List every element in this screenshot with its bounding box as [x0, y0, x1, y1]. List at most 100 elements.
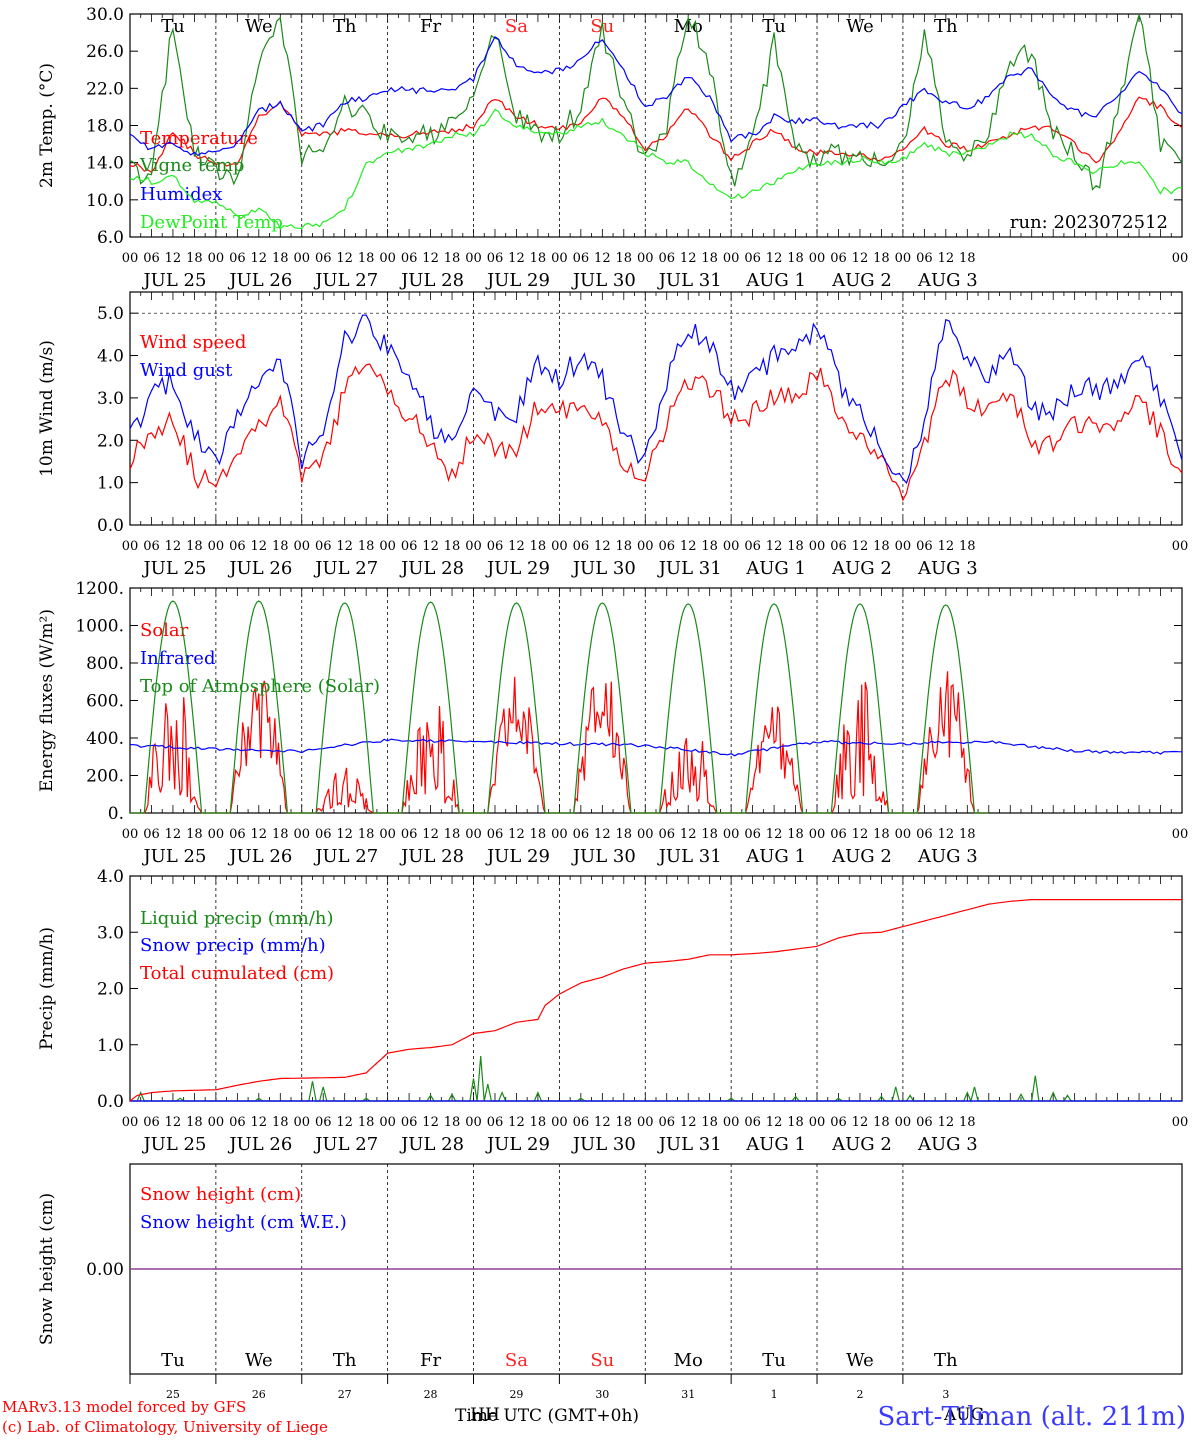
wind-hour-label: 00 [293, 539, 310, 554]
wind-ytick-label: 5.0 [97, 304, 124, 324]
precip-ytick-label: 1.0 [97, 1036, 124, 1056]
temp-hour-label: 18 [272, 251, 289, 266]
energy-hour-label: 06 [916, 827, 933, 842]
energy-series-0 [130, 671, 989, 814]
energy-hour-label: 06 [658, 827, 675, 842]
time-label-overlap: HH [470, 1405, 500, 1425]
wind-ytick-label: 3.0 [97, 389, 124, 409]
wind-hour-label: 00 [379, 539, 396, 554]
energy-hour-label: 00 [293, 827, 310, 842]
temp-date-label: JUL 26 [227, 270, 292, 291]
wind-hour-label: 06 [830, 539, 847, 554]
energy-hour-label: 12 [508, 827, 525, 842]
energy-ytick-label: 1200. [75, 579, 124, 599]
temp-day-label: Tu [161, 16, 185, 37]
energy-legend-1: Infrared [140, 648, 215, 669]
energy-legend-0: Solar [140, 620, 189, 641]
wind-hour-label: 00 [551, 539, 568, 554]
temp-series-1 [129, 12, 1183, 191]
temp-hour-label: 06 [315, 251, 332, 266]
temp-ytick-label: 22.0 [86, 79, 124, 99]
energy-date-label: AUG 3 [917, 846, 978, 867]
temp-series-3 [129, 108, 1182, 230]
temp-date-label: JUL 25 [141, 270, 206, 291]
wind-hour-label: 12 [766, 539, 783, 554]
station-label: Sart-Tilman (alt. 211m) [877, 1402, 1186, 1432]
energy-hour-label: 00 [895, 827, 912, 842]
energy-hour-label: 12 [680, 827, 697, 842]
temp-hour-label: 00 [809, 251, 826, 266]
energy-series-2 [130, 600, 989, 814]
energy-hour-label: 00 [723, 827, 740, 842]
temp-hour-label: 00 [379, 251, 396, 266]
temp-hour-label: 18 [444, 251, 461, 266]
energy-date-label: AUG 1 [745, 846, 806, 867]
temp-hour-label: 00 [293, 251, 310, 266]
energy-hour-label: 00 [379, 827, 396, 842]
temp-hour-label: 00 [723, 251, 740, 266]
energy-hour-label: 12 [336, 827, 353, 842]
precip-date-label: AUG 3 [917, 1134, 978, 1155]
temp-day-label: Fr [420, 16, 441, 37]
energy-hour-label: 18 [272, 827, 289, 842]
temp-hour-label: 12 [852, 251, 869, 266]
energy-ytick-label: 600. [86, 692, 124, 712]
precip-date-label: JUL 31 [657, 1134, 722, 1155]
lab-credit: (c) Lab. of Climatology, University of L… [2, 1418, 328, 1436]
energy-hour-label: 06 [229, 827, 246, 842]
precip-hour-label: 00 [551, 1115, 568, 1130]
precip-date-label: AUG 1 [745, 1134, 806, 1155]
temp-ylabel: 2m Temp. (°C) [37, 63, 57, 188]
wind-legend-1: Wind gust [140, 360, 233, 381]
temp-date-label: JUL 27 [313, 270, 378, 291]
precip-hour-label: 18 [873, 1115, 890, 1130]
precip-hour-label: 00 [723, 1115, 740, 1130]
temp-hour-label: 00 [208, 251, 225, 266]
energy-date-label: JUL 29 [485, 846, 550, 867]
temp-hour-label: 18 [616, 251, 633, 266]
energy-hour-label: 18 [701, 827, 718, 842]
temp-ytick-label: 30.0 [86, 5, 124, 25]
wind-hour-label: 12 [594, 539, 611, 554]
precip-hour-label: 18 [358, 1115, 375, 1130]
temp-hour-label: 12 [422, 251, 439, 266]
precip-hour-label: 06 [830, 1115, 847, 1130]
snow-day-number: 30 [595, 1388, 609, 1401]
precip-hour-label: 18 [787, 1115, 804, 1130]
temp-hour-label: 00 [895, 251, 912, 266]
wind-hour-label: 18 [272, 539, 289, 554]
energy-hour-label: 06 [830, 827, 847, 842]
temp-hour-label: 12 [165, 251, 182, 266]
temp-series-2 [129, 36, 1183, 157]
temp-hour-label: 12 [336, 251, 353, 266]
temp-day-label: We [245, 16, 273, 37]
precip-hour-label: 18 [186, 1115, 203, 1130]
snow-day-number: 26 [252, 1388, 266, 1401]
precip-hour-label: 18 [444, 1115, 461, 1130]
wind-hour-label: 18 [186, 539, 203, 554]
wind-hour-label: 12 [251, 539, 268, 554]
energy-hour-label: 06 [401, 827, 418, 842]
temp-hour-label: 12 [680, 251, 697, 266]
temp-day-label: Th [333, 16, 357, 37]
wind-hour-label: 00 [723, 539, 740, 554]
wind-series-0 [129, 363, 1183, 502]
wind-hour-label: 00 [208, 539, 225, 554]
energy-date-label: AUG 2 [831, 846, 892, 867]
energy-hour-label: 18 [358, 827, 375, 842]
wind-date-label: JUL 26 [227, 558, 292, 579]
wind-hour-label: 12 [165, 539, 182, 554]
precip-ytick-label: 4.0 [97, 867, 124, 887]
snow-day-number: 28 [424, 1388, 438, 1401]
snow-ylabel: Snow height (cm) [37, 1193, 57, 1345]
temp-hour-label: 18 [959, 251, 976, 266]
energy-ytick-label: 200. [86, 767, 124, 787]
precip-legend-2: Total cumulated (cm) [140, 963, 334, 984]
wind-hour-label: 12 [680, 539, 697, 554]
wind-hour-label: 12 [852, 539, 869, 554]
temp-legend-0: Temperature [140, 128, 258, 149]
energy-hour-label: 00 [122, 827, 139, 842]
wind-hour-label: 06 [744, 539, 761, 554]
wind-ylabel: 10m Wind (m/s) [37, 340, 57, 477]
temp-day-label: Th [934, 16, 958, 37]
